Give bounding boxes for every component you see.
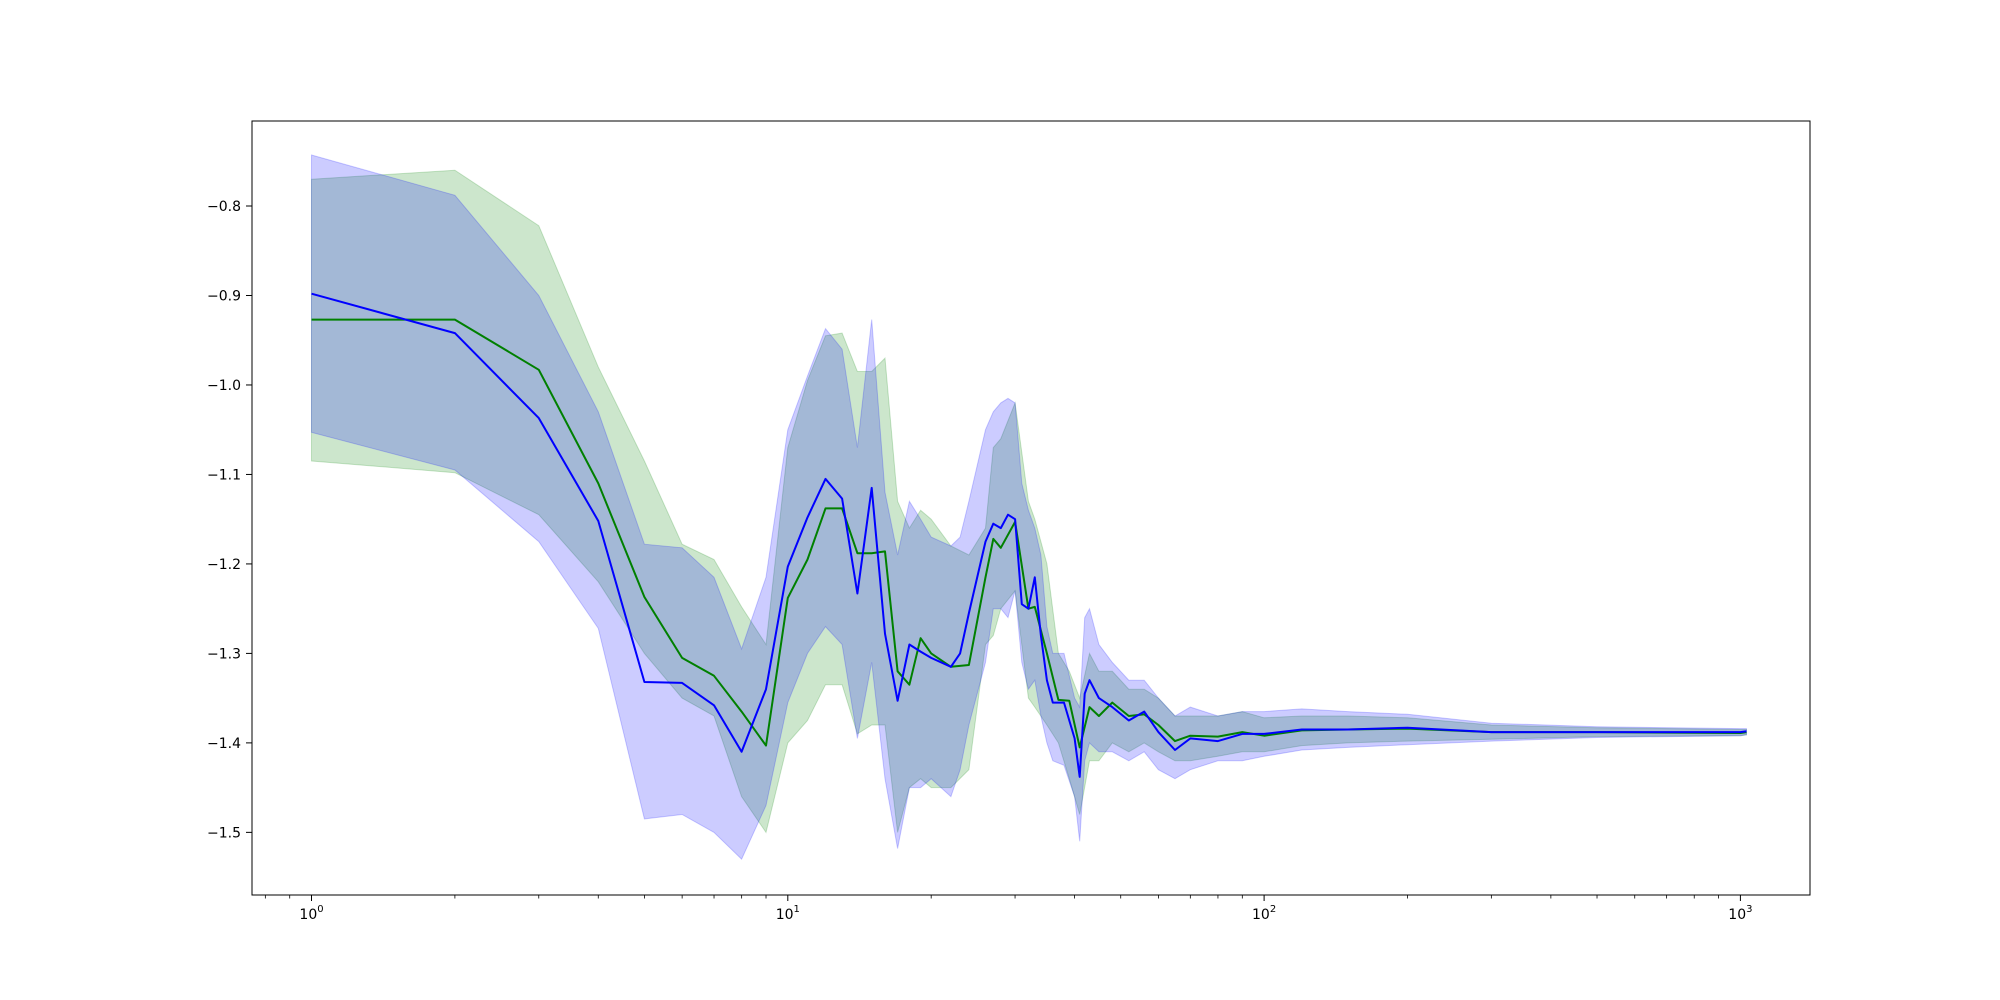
series-0-line [311,318,1747,749]
y-tick-label: −0.9 [207,288,241,304]
y-tick-label: −1.1 [207,467,241,483]
x-tick-label: 101 [776,904,800,923]
x-tick-label: 103 [1728,904,1752,923]
y-tick-label: −1.5 [207,825,241,841]
plot-area [311,154,1747,861]
y-tick-label: −1.4 [207,736,241,752]
y-tick-label: −1.0 [207,378,241,394]
y-tick-label: −1.2 [207,557,241,573]
series-0-band [311,169,1747,834]
x-axis: 100 101 102 103 [264,895,1753,923]
series-1-line [311,292,1747,778]
x-tick-label: 100 [299,904,323,923]
x-tick-label: 102 [1252,904,1276,923]
y-tick-label: −1.3 [207,646,241,662]
y-tick-label: −0.8 [207,199,241,215]
axes-frame [251,120,1811,896]
y-axis: −0.8 −0.9 −1.0 −1.1 −1.2 −1.3 −1.4 −1.5 [207,199,252,841]
